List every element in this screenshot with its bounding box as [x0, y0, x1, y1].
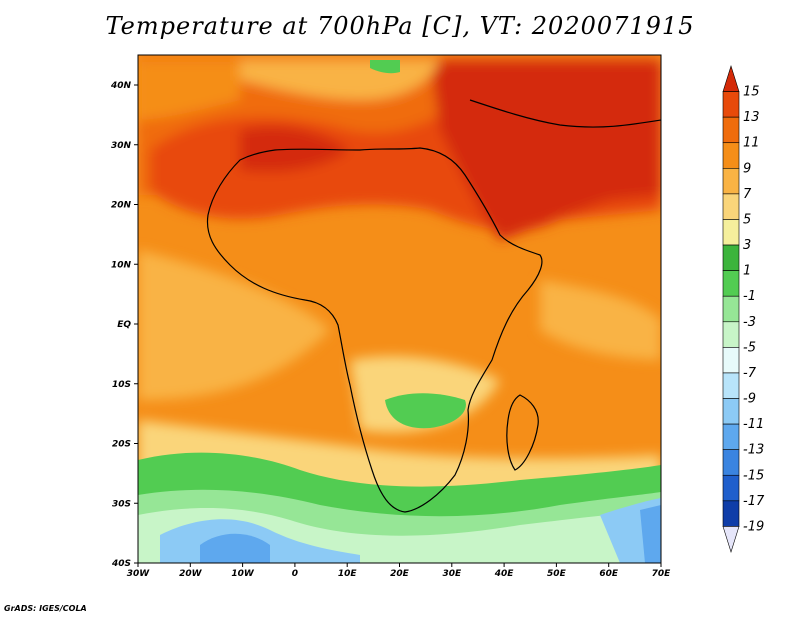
colorbar-segment	[722, 423, 740, 450]
colorbar-segment	[722, 116, 740, 144]
colorbar-segment	[722, 168, 740, 195]
lat-tick-label: 20S	[112, 440, 131, 450]
map-title: Temperature at 700hPa [C], VT: 202007191…	[105, 12, 695, 40]
colorbar: 15 13 11 9 7 5 3 1 -1 -3 -5 -7 -9 -11 -13 -15 -17 -19	[722, 64, 765, 554]
lon-tick-label: 10E	[338, 569, 358, 579]
colorbar-label: -3	[743, 315, 756, 330]
lon-tick-label: 50E	[547, 569, 567, 579]
lon-tick-label: 0	[292, 569, 298, 579]
colorbar-segment	[722, 219, 740, 246]
colorbar-label: 3	[743, 238, 751, 253]
colorbar-label: 1	[743, 264, 751, 279]
lon-tick-label: 10W	[231, 569, 255, 579]
colorbar-segment	[722, 193, 740, 220]
lon-tick-label: 20W	[179, 569, 203, 579]
colorbar-label: 15	[743, 85, 760, 100]
colorbar-segment	[722, 91, 740, 118]
colorbar-label: -17	[743, 494, 765, 509]
lat-tick-label: 40S	[111, 559, 131, 569]
lat-tick-label: 30S	[112, 499, 131, 509]
colorbar-segment	[722, 398, 740, 425]
lon-tick-label: 40E	[494, 569, 515, 579]
latitude-ticks: 40N 30N 20N 10N EQ 10S 20S 30S 40S	[110, 81, 138, 569]
colorbar-label: 7	[743, 187, 752, 202]
lat-tick-label: 30N	[111, 141, 132, 151]
colorbar-label: -19	[743, 519, 764, 534]
colorbar-label: -9	[743, 392, 756, 407]
colorbar-label: -15	[743, 468, 764, 483]
coastlines	[206, 99, 661, 513]
colorbar-label: 13	[743, 110, 760, 125]
lat-tick-label: EQ	[117, 320, 131, 330]
colorbar-label: -5	[743, 340, 756, 355]
colorbar-segment	[722, 295, 740, 323]
lon-tick-label: 30W	[127, 569, 151, 579]
lon-tick-label: 60E	[599, 569, 619, 579]
colorbar-segment	[722, 449, 740, 476]
credit-text: GrADS: IGES/COLA	[4, 604, 87, 613]
colorbar-label: -7	[743, 366, 757, 381]
colorbar-label: -13	[743, 443, 764, 458]
colorbar-segment	[722, 142, 740, 169]
colorbar-segment	[722, 244, 740, 271]
colorbar-segment	[722, 321, 740, 348]
colorbar-label: 5	[743, 212, 751, 227]
lat-tick-label: 10S	[112, 380, 131, 390]
lat-tick-label: 20N	[111, 201, 132, 211]
colorbar-label: 11	[743, 136, 760, 151]
lon-tick-label: 30E	[442, 569, 462, 579]
lat-tick-label: 40N	[110, 81, 132, 91]
lat-tick-label: 10N	[111, 260, 132, 270]
colorbar-arrow-top	[722, 64, 740, 92]
colorbar-segment	[722, 474, 740, 502]
colorbar-label: -11	[743, 417, 764, 432]
colorbar-arrow-bottom	[722, 526, 740, 554]
colorbar-segment	[722, 270, 740, 297]
colorbar-segment	[722, 500, 740, 527]
colorbar-segment	[722, 372, 740, 399]
colorbar-label: -1	[743, 289, 756, 304]
temperature-field	[138, 55, 661, 563]
longitude-ticks: 30W 20W 10W 0 10E 20E 30E 40E 50E 60E 70E	[127, 563, 671, 579]
colorbar-label: 9	[743, 161, 751, 176]
colorbar-segment	[722, 347, 740, 374]
lon-tick-label: 70E	[652, 569, 672, 579]
lon-tick-label: 20E	[390, 569, 410, 579]
